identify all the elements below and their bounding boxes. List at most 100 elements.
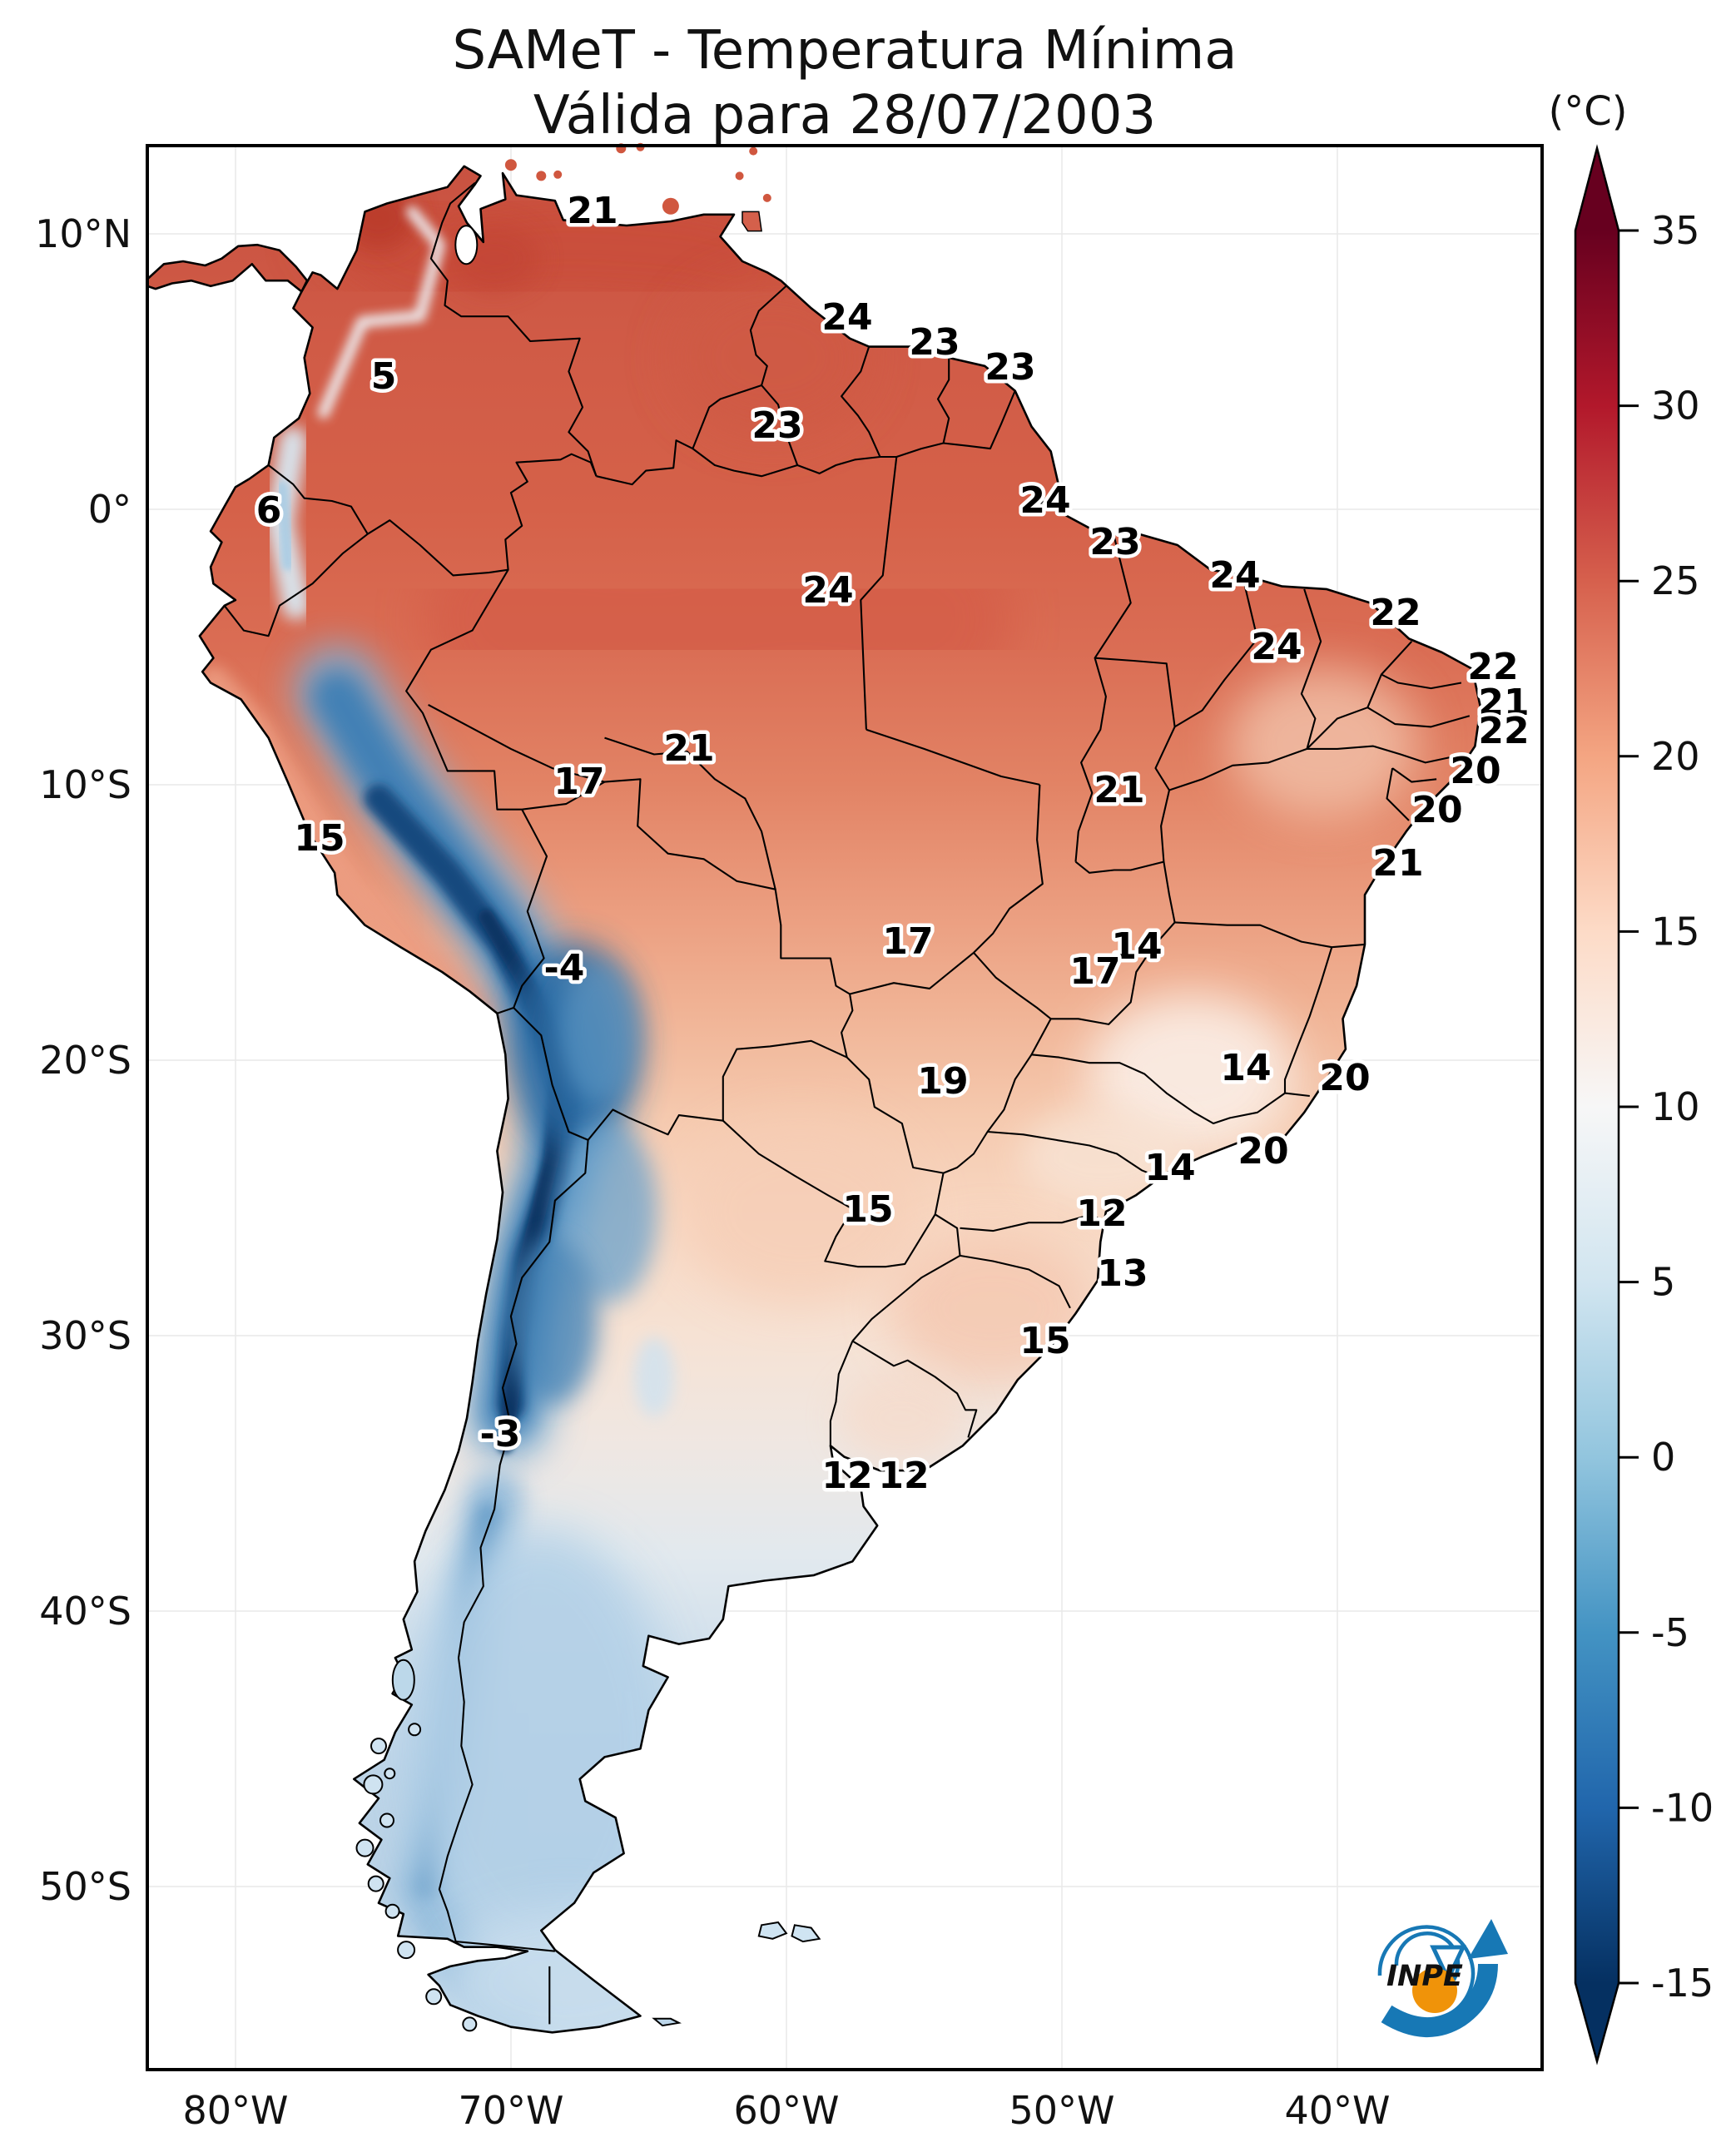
map-frame <box>146 144 1544 2071</box>
temp-label: -3 <box>480 1413 521 1455</box>
temp-label: 23 <box>751 404 802 447</box>
temp-label: 14 <box>1220 1047 1271 1089</box>
lon-tick-label: 70°W <box>458 2088 563 2133</box>
temp-label: 12 <box>821 1455 872 1497</box>
inpe-logo: INPE <box>1377 1919 1508 2037</box>
border-line <box>1174 580 1258 728</box>
temp-label: 12 <box>878 1455 929 1497</box>
temp-label: 24 <box>802 569 853 612</box>
temp-label: 17 <box>1069 950 1120 993</box>
border-line <box>1391 767 1437 783</box>
colorbar-tick-label: 30 <box>1651 384 1700 429</box>
border-line <box>841 346 881 458</box>
colorbar-tick-label: 5 <box>1651 1260 1675 1305</box>
lat-tick-label: 0° <box>88 487 131 532</box>
temp-label: 21 <box>1094 769 1144 811</box>
temp-label: 21 <box>663 727 714 770</box>
border-line <box>1307 745 1465 764</box>
fjord-islet <box>355 1838 374 1857</box>
temp-label: 23 <box>909 321 960 364</box>
fjord-islet <box>370 1738 387 1755</box>
inpe-logo-orange-dot <box>1412 1968 1457 2013</box>
border-line <box>987 1130 1156 1177</box>
temp-label: 17 <box>553 761 604 803</box>
country-state-borders <box>223 181 1471 2025</box>
inpe-logo-arrow-curve <box>1381 1963 1498 2037</box>
border-line <box>722 1119 936 1268</box>
fjord-islet <box>425 1988 443 2006</box>
colorbar-tick-label: 35 <box>1651 208 1700 253</box>
temp-label: 23 <box>985 346 1035 389</box>
colorbar-tick-label: -5 <box>1651 1610 1689 1655</box>
border-line <box>1031 1054 1310 1125</box>
border-line <box>587 1108 723 1141</box>
fjord-islet <box>384 1768 396 1780</box>
border-line <box>267 464 369 535</box>
border-line <box>973 784 1044 954</box>
caribbean-island <box>662 197 679 215</box>
lon-tick-label: 80°W <box>182 2088 288 2133</box>
border-line <box>1050 921 1176 1025</box>
south-america-coast <box>198 165 1482 2034</box>
colorbar-ticks: 35 30 25 20 15 10 5 0 -5 -10 -15 <box>1619 208 1714 2006</box>
border-line <box>829 1341 854 1446</box>
panama-coast <box>146 243 309 293</box>
border-line <box>960 1213 1101 1232</box>
temp-label: 13 <box>1097 1252 1148 1295</box>
lat-tick-label: 50°S <box>39 1864 131 1909</box>
border-line <box>866 728 1040 786</box>
temp-label: 12 <box>1076 1193 1127 1235</box>
border-line <box>1094 657 1176 791</box>
colorbar: (°C) 35 30 25 20 15 10 5 0 -5 -10 -15 <box>1549 88 1714 2065</box>
chiloe-island <box>391 1659 415 1701</box>
border-line <box>851 1213 961 1342</box>
temp-label: 17 <box>882 920 933 963</box>
lat-tick-label: 40°S <box>39 1589 131 1634</box>
temp-label: -4 <box>544 947 585 989</box>
colorbar-tick-label: 10 <box>1651 1084 1700 1129</box>
isla-de-los-estados <box>652 2017 682 2027</box>
border-line <box>438 1139 589 1952</box>
falkland-west <box>757 1921 788 1940</box>
map-title-line1: SAMeT - Temperatura Mínima <box>453 20 1238 82</box>
fjord-islet <box>363 1774 384 1795</box>
border-line <box>1386 767 1410 821</box>
temp-label: 21 <box>1372 842 1423 885</box>
temp-label: 24 <box>821 296 872 339</box>
border-line <box>1074 536 1132 862</box>
temp-label: 20 <box>1238 1130 1288 1173</box>
temp-label: 14 <box>1144 1147 1195 1189</box>
lon-tick-label: 40°W <box>1284 2088 1390 2133</box>
border-line <box>1300 588 1322 750</box>
temp-label: 22 <box>1467 646 1518 688</box>
temp-label: 6 <box>256 489 282 532</box>
border-line <box>1074 860 1164 874</box>
temp-label: 15 <box>1019 1320 1070 1362</box>
colorbar-tick-label: -10 <box>1651 1785 1714 1830</box>
border-line <box>223 533 369 637</box>
falkland-east <box>791 1924 821 1943</box>
lat-tick-label: 10°S <box>39 762 131 807</box>
border-line <box>1283 946 1333 1093</box>
border-line <box>428 703 605 783</box>
border-line <box>849 951 975 995</box>
temp-label: 23 <box>1089 521 1140 563</box>
map-title-line2: Válida para 28/07/2003 <box>533 85 1156 146</box>
border-line <box>860 456 898 730</box>
temp-label: 24 <box>1019 479 1070 522</box>
border-line <box>1174 921 1366 949</box>
caribbean-island <box>735 171 744 181</box>
border-line <box>367 453 598 577</box>
coastline <box>146 165 1482 2034</box>
temp-label: 22 <box>1478 710 1529 752</box>
fjord-islet <box>462 2016 478 2032</box>
caribbean-island <box>553 170 563 179</box>
inpe-logo-text: INPE <box>1386 1960 1463 1993</box>
colorbar-unit-label: (°C) <box>1549 88 1628 135</box>
lat-tick-label: 20°S <box>39 1038 131 1083</box>
temp-label: 15 <box>294 817 345 860</box>
colorbar-tick-label: 25 <box>1651 558 1700 603</box>
border-line <box>429 181 598 477</box>
inpe-logo-arrowhead <box>1468 1919 1508 1959</box>
